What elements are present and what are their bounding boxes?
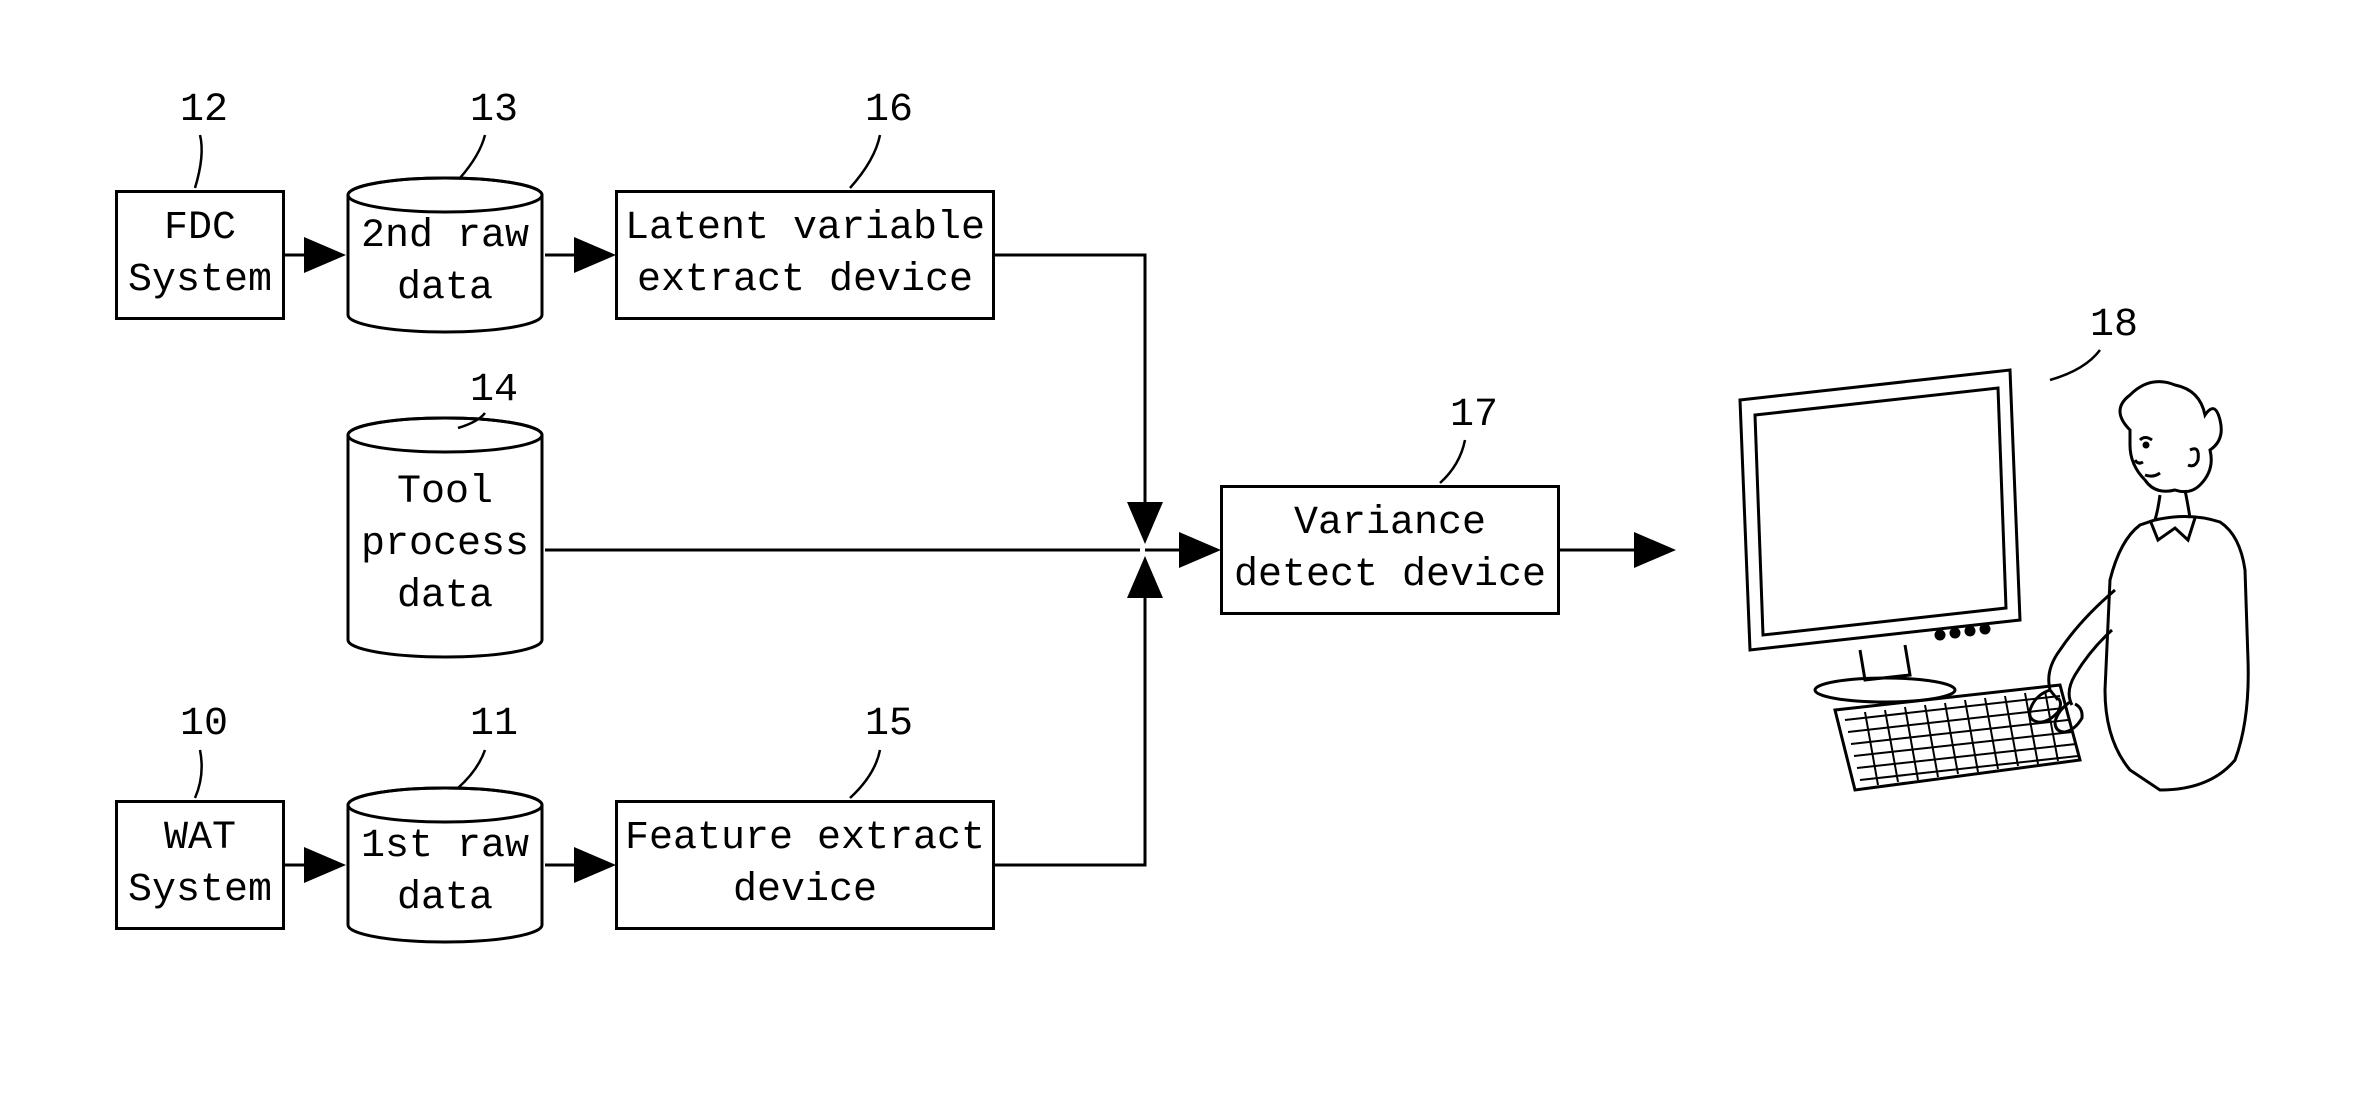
label-16: 16 [865, 88, 913, 133]
latent-text: Latent variableextract device [625, 203, 985, 307]
raw2-cylinder: 2nd rawdata [345, 175, 545, 335]
wat-system-text: WATSystem [128, 813, 272, 917]
tool-cylinder: Toolprocessdata [345, 415, 545, 660]
label-14: 14 [470, 368, 518, 413]
fdc-system-text: FDCSystem [128, 203, 272, 307]
feature-text: Feature extractdevice [625, 813, 985, 917]
variance-text: Variancedetect device [1234, 498, 1546, 602]
label-13: 13 [470, 88, 518, 133]
raw1-cylinder: 1st rawdata [345, 785, 545, 945]
label-17: 17 [1450, 393, 1498, 438]
user-computer-illustration [1680, 340, 2260, 820]
variance-box: Variancedetect device [1220, 485, 1560, 615]
fdc-system-box: FDCSystem [115, 190, 285, 320]
label-15: 15 [865, 702, 913, 747]
raw2-text: 2nd rawdata [361, 196, 529, 315]
label-10: 10 [180, 702, 228, 747]
label-18: 18 [2090, 303, 2138, 348]
feature-box: Feature extractdevice [615, 800, 995, 930]
latent-box: Latent variableextract device [615, 190, 995, 320]
tool-text: Toolprocessdata [361, 452, 529, 623]
wat-system-box: WATSystem [115, 800, 285, 930]
label-12: 12 [180, 88, 228, 133]
label-11: 11 [470, 702, 518, 747]
raw1-text: 1st rawdata [361, 806, 529, 925]
